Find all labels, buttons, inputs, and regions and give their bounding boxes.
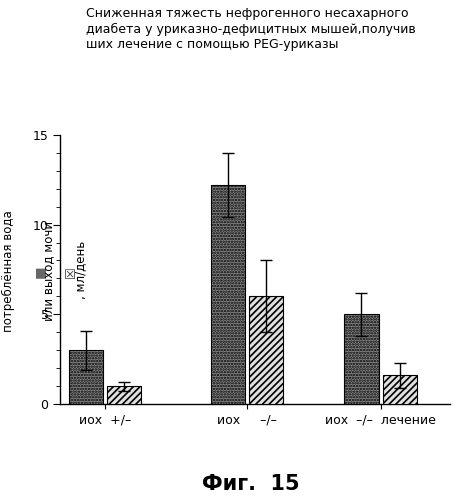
- Text: Фиг.  15: Фиг. 15: [201, 474, 299, 494]
- Bar: [382, 375, 416, 404]
- Text: Сниженная тяжесть нефрогенного несахарного
диабета у уриказно-дефицитных мышей,п: Сниженная тяжесть нефрогенного несахарно…: [86, 7, 414, 50]
- Bar: [210, 185, 244, 404]
- Text: , мл/день: , мл/день: [74, 241, 87, 298]
- Text: ☒: ☒: [65, 266, 78, 278]
- Text: ■: ■: [32, 265, 45, 278]
- Text: или выход мочи: или выход мочи: [42, 218, 55, 321]
- Bar: [344, 314, 378, 404]
- Bar: [249, 296, 283, 404]
- Text: потреблённая вода: потреблённая вода: [2, 207, 15, 332]
- Bar: [107, 386, 141, 404]
- Bar: [69, 350, 103, 404]
